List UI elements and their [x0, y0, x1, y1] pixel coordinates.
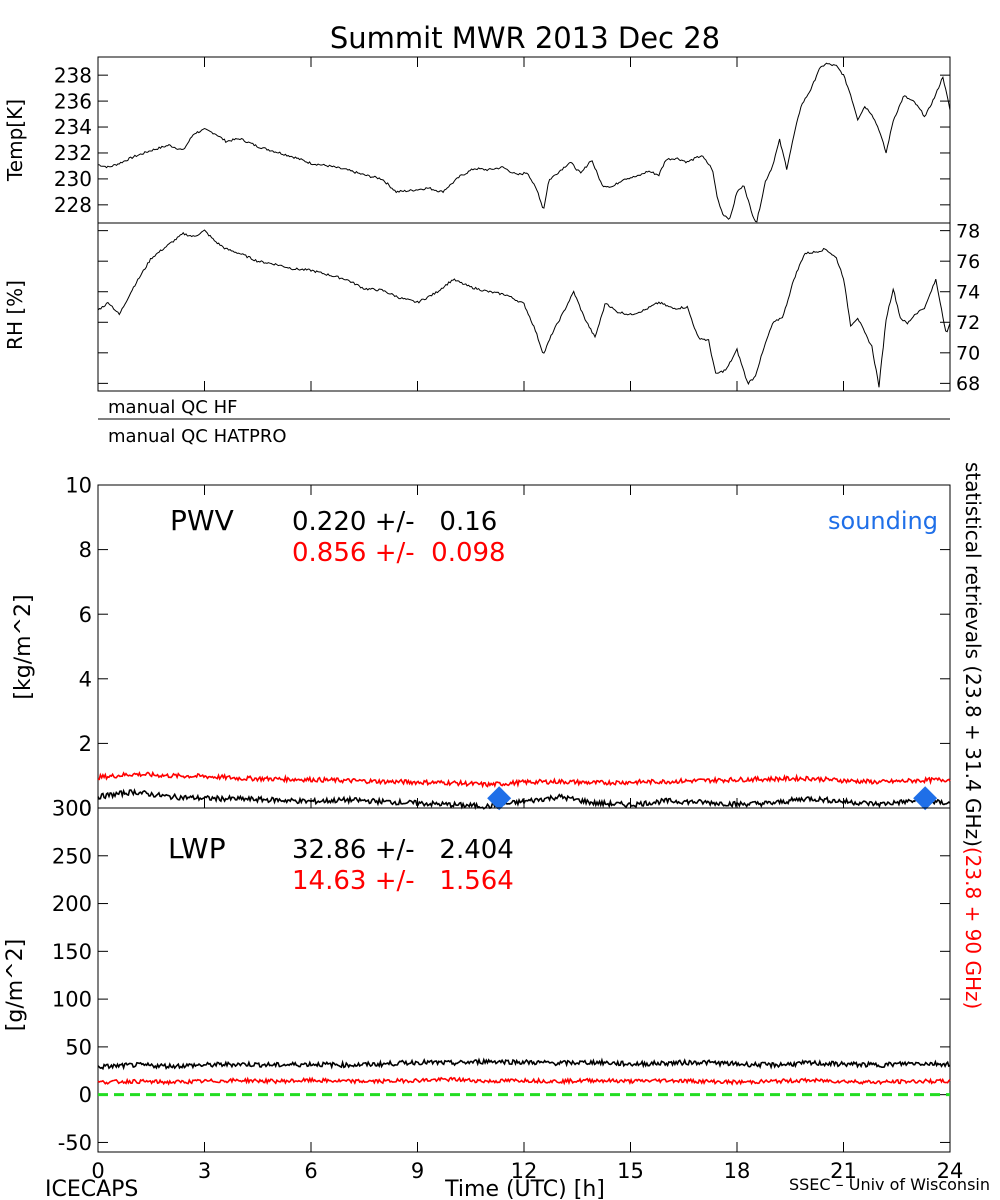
- rh-ytick-label: 78: [956, 220, 980, 242]
- lwp-ytick-label: 250: [52, 844, 92, 868]
- temp-ytick-label: 234: [54, 115, 92, 139]
- pwv-ytick-label: 6: [79, 603, 92, 627]
- rh-y-axis-label: RH [%]: [3, 280, 27, 350]
- pwv-series-red: [97, 770, 951, 789]
- lwp-stats-red: 14.63 +/- 1.564: [292, 866, 514, 896]
- xtick-label: 18: [724, 1159, 751, 1183]
- lwp-y-axis-label: [g/m^2]: [3, 939, 28, 1031]
- xtick-label: 24: [937, 1159, 964, 1183]
- pwv-ytick-label: 8: [79, 538, 92, 562]
- lwp-ytick-label: 300: [52, 797, 92, 821]
- rh-ytick-label: 72: [956, 312, 980, 334]
- lwp-panel-label: LWP: [168, 832, 226, 865]
- pwv-panel: 0 2 4 6 8 10 PWV 0.220 +/- 0.16 0.856 +/- 0.0…: [11, 474, 951, 821]
- xtick-label: 0: [91, 1159, 104, 1183]
- rh-series-line: [97, 229, 951, 388]
- lwp-series-black: [97, 1057, 951, 1071]
- xtick-label: 3: [198, 1159, 211, 1183]
- pwv-panel-label: PWV: [170, 504, 234, 537]
- sounding-marker: [913, 786, 938, 811]
- qc-section: manual QC HF manual QC HATPRO: [98, 397, 950, 447]
- pwv-stats-red: 0.856 +/- 0.098: [292, 538, 506, 568]
- lwp-x-ticks: 0 3 6 9 12 15 18 21 24: [91, 57, 963, 1183]
- temp-y-axis-label: Temp[K]: [3, 99, 27, 182]
- rh-y-ticks: 68 70 72 74 76 78: [98, 220, 980, 395]
- qc-hatpro-label: manual QC HATPRO: [108, 426, 287, 447]
- temp-ytick-label: 232: [54, 141, 92, 165]
- pwv-stats-black: 0.220 +/- 0.16: [292, 507, 497, 537]
- lwp-ytick-label: 100: [52, 988, 92, 1012]
- lwp-series-red: [97, 1076, 951, 1086]
- xtick-label: 12: [511, 1159, 538, 1183]
- rh-ytick-label: 76: [956, 251, 980, 273]
- temp-ytick-label: 230: [54, 167, 92, 191]
- x-axis-label: Time (UTC) [h]: [444, 1177, 605, 1200]
- right-label-red: (23.8 + 90 GHz): [961, 847, 985, 1009]
- pwv-y-axis-label: [kg/m^2]: [11, 594, 36, 699]
- lwp-y-ticks: -50 0 50 100 150 200 250 300: [52, 797, 950, 1155]
- rh-ytick-label: 70: [956, 343, 980, 365]
- xtick-label: 9: [411, 1159, 424, 1183]
- temp-ytick-label: 238: [54, 63, 92, 87]
- rh-ytick-label: 68: [956, 373, 980, 395]
- temp-ytick-label: 236: [54, 89, 92, 113]
- footer-right: SSEC – Univ of Wisconsin: [789, 1175, 990, 1194]
- lwp-ytick-label: -50: [58, 1131, 92, 1155]
- lwp-ytick-label: 50: [65, 1035, 92, 1059]
- rh-ytick-label: 74: [956, 282, 980, 304]
- right-label-black: statistical retrievals (23.8 + 31.4 GHz): [961, 462, 985, 847]
- sounding-legend: sounding: [828, 507, 938, 535]
- pwv-sounding-markers: [487, 786, 938, 811]
- pwv-ytick-label: 2: [79, 732, 92, 756]
- sounding-marker: [487, 786, 512, 811]
- pwv-ytick-label: 4: [79, 667, 92, 691]
- pwv-ytick-label: 10: [65, 474, 92, 498]
- xtick-label: 6: [304, 1159, 317, 1183]
- temp-plot-frame: [97, 56, 951, 224]
- qc-hf-label: manual QC HF: [108, 397, 237, 418]
- rh-panel: 68 70 72 74 76 78 RH [%]: [3, 220, 980, 395]
- chart-title: Summit MWR 2013 Dec 28: [330, 21, 720, 55]
- lwp-plot-frame: [97, 807, 951, 1153]
- lwp-stats-black: 32.86 +/- 2.404: [292, 835, 514, 865]
- lwp-ytick-label: 0: [79, 1083, 92, 1107]
- right-label-statistical: statistical retrievals (23.8 + 31.4 GHz)…: [961, 462, 985, 1009]
- lwp-ytick-label: 150: [52, 940, 92, 964]
- footer-left: ICECAPS: [45, 1177, 138, 1200]
- lwp-ytick-label: 200: [52, 892, 92, 916]
- temp-ytick-label: 228: [54, 193, 92, 217]
- pwv-ytick-label: 0: [79, 797, 92, 821]
- xtick-label: 21: [830, 1159, 857, 1183]
- xtick-label: 15: [617, 1159, 644, 1183]
- temp-series-line: [97, 62, 951, 223]
